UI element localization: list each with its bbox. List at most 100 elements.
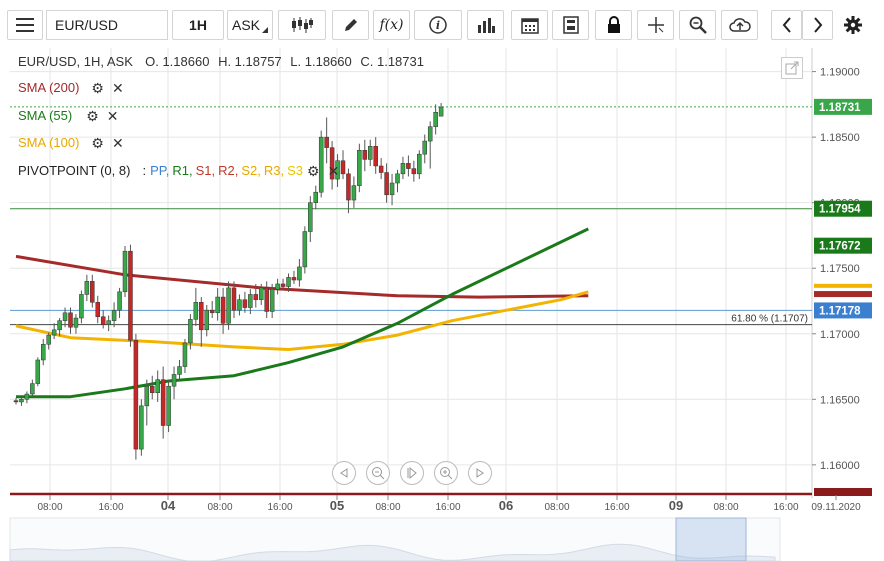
candle-body bbox=[417, 153, 422, 175]
candle-body bbox=[368, 146, 373, 160]
candle-body bbox=[253, 294, 259, 300]
navigator-window bbox=[675, 517, 747, 561]
timeframe-button[interactable]: 1H bbox=[172, 10, 224, 40]
candle-body bbox=[62, 312, 68, 321]
scroll-right-button[interactable] bbox=[802, 10, 833, 40]
candle-body bbox=[57, 320, 62, 331]
close-icon[interactable]: ✕ bbox=[106, 108, 119, 124]
candle-body bbox=[362, 149, 368, 160]
candle-body bbox=[378, 165, 384, 173]
candle-body bbox=[422, 140, 427, 155]
draw-button[interactable] bbox=[332, 10, 369, 40]
zoom-icon bbox=[689, 16, 707, 34]
zoom-out-button[interactable] bbox=[366, 461, 390, 485]
gear-icon[interactable]: ⚙ bbox=[91, 135, 104, 151]
price-type-button[interactable]: ASK bbox=[227, 10, 273, 40]
ohlc-open: O. 1.18660 bbox=[145, 54, 210, 69]
candle-body bbox=[275, 283, 280, 290]
chart-type-button[interactable] bbox=[278, 10, 326, 40]
x-tick-label: 16:00 bbox=[604, 502, 629, 513]
candle-body bbox=[308, 202, 313, 232]
menu-button[interactable] bbox=[7, 10, 43, 40]
x-tick-label: 16:00 bbox=[435, 502, 460, 513]
play-icon bbox=[476, 468, 484, 478]
sma200-price-tag bbox=[814, 291, 872, 298]
candle-body bbox=[335, 160, 340, 180]
cloud-button[interactable] bbox=[721, 10, 758, 40]
info-button[interactable]: i bbox=[414, 10, 462, 40]
candle-body bbox=[269, 288, 275, 312]
crosshair-button[interactable] bbox=[637, 10, 674, 40]
x-tick-label: 04 bbox=[161, 498, 176, 513]
price-chart[interactable]: 1.190001.185001.180001.175001.170001.165… bbox=[0, 48, 884, 561]
candle-body bbox=[95, 302, 100, 317]
close-icon[interactable]: ✕ bbox=[111, 80, 124, 96]
y-tick-label: 1.19000 bbox=[820, 67, 860, 79]
gear-icon[interactable]: ⚙ bbox=[91, 80, 104, 96]
candle-body bbox=[248, 294, 253, 308]
candle-body bbox=[242, 299, 248, 308]
candle-body bbox=[133, 340, 139, 450]
candle-body bbox=[433, 111, 438, 127]
fib-label: 61.80 % (1.1707) bbox=[731, 314, 808, 325]
x-tick-label: 16:00 bbox=[267, 502, 292, 513]
lock-icon bbox=[607, 16, 620, 33]
candle-body bbox=[68, 312, 73, 328]
ohlc-high: H. 1.18757 bbox=[218, 54, 282, 69]
symbol-input[interactable] bbox=[46, 10, 168, 40]
scroll-back-button[interactable] bbox=[332, 461, 356, 485]
gear-icon[interactable]: ⚙ bbox=[307, 163, 320, 179]
settings-button[interactable] bbox=[838, 10, 867, 40]
candle-body bbox=[302, 231, 308, 268]
close-icon[interactable]: ✕ bbox=[327, 163, 340, 179]
candle-body bbox=[204, 309, 209, 331]
scroll-forward-button[interactable] bbox=[468, 461, 492, 485]
pivot-sep: : bbox=[142, 163, 147, 178]
ohlc-low: L. 1.18660 bbox=[290, 54, 352, 69]
calculator-button[interactable] bbox=[552, 10, 589, 40]
reset-button[interactable] bbox=[400, 461, 424, 485]
price-label-bg bbox=[814, 237, 872, 254]
calendar-button[interactable] bbox=[511, 10, 548, 40]
y-tick-label: 1.16000 bbox=[820, 460, 860, 472]
play-back-icon bbox=[340, 468, 348, 478]
candle-body bbox=[324, 136, 329, 148]
candle-body bbox=[73, 317, 79, 328]
pivot-r3: R3, bbox=[263, 163, 285, 178]
candle-body bbox=[51, 329, 57, 336]
candle-body bbox=[264, 287, 269, 312]
price-label: 1.18731 bbox=[819, 102, 861, 114]
candle-body bbox=[182, 342, 188, 367]
zoom-button[interactable] bbox=[679, 10, 716, 40]
candle-body bbox=[329, 147, 335, 180]
price-label: 1.17954 bbox=[819, 204, 861, 216]
y-tick-label: 1.18500 bbox=[820, 132, 860, 144]
candle-body bbox=[340, 160, 346, 175]
cloud-upload-icon bbox=[728, 18, 751, 32]
x-tick-label: 06 bbox=[499, 498, 513, 513]
candle-body bbox=[111, 309, 117, 321]
candle-body bbox=[215, 296, 220, 314]
candle-body bbox=[144, 385, 150, 407]
candle-body bbox=[351, 185, 357, 201]
arrow-left-icon bbox=[782, 17, 791, 33]
zoom-in-button[interactable] bbox=[434, 461, 458, 485]
gear-icon bbox=[843, 16, 862, 34]
dropdown-icon bbox=[262, 27, 268, 33]
calculator-icon bbox=[562, 16, 579, 34]
candle-body bbox=[411, 168, 417, 175]
lock-button[interactable] bbox=[595, 10, 632, 40]
y-tick-label: 1.16500 bbox=[820, 394, 860, 406]
x-tick-label: 08:00 bbox=[375, 502, 400, 513]
candle-body bbox=[128, 250, 133, 341]
expand-button[interactable] bbox=[781, 57, 803, 79]
volume-button[interactable] bbox=[467, 10, 504, 40]
price-label-bg bbox=[814, 302, 872, 319]
gear-icon[interactable]: ⚙ bbox=[86, 108, 99, 124]
close-icon[interactable]: ✕ bbox=[111, 135, 124, 151]
candle-body bbox=[318, 136, 324, 193]
candle-body bbox=[373, 146, 378, 167]
candle-body bbox=[313, 191, 318, 203]
indicator-button[interactable]: f(x) bbox=[373, 10, 410, 40]
scroll-left-button[interactable] bbox=[771, 10, 802, 40]
